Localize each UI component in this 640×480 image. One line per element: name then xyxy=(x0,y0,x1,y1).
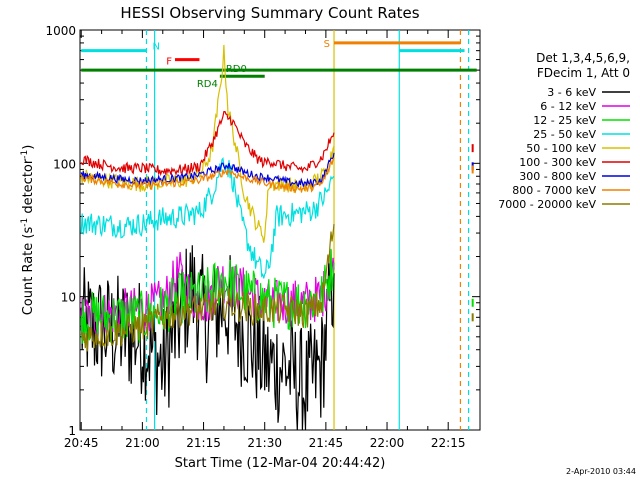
flag-label: F xyxy=(166,57,172,68)
series-line xyxy=(80,44,335,243)
legend-header-1: Det 1,3,4,5,6,9, xyxy=(536,51,630,65)
y-tick-label: 10 xyxy=(61,291,76,305)
legend-entry-label: 25 - 50 keV xyxy=(533,128,596,141)
y-axis-label-sup1: -1 xyxy=(20,218,30,227)
legend-entry-label: 3 - 6 keV xyxy=(547,86,596,99)
x-tick-label: 21:30 xyxy=(247,436,282,450)
tick-layer: 20:45 21:00 21:15 21:30 21:45 22:00 22:15 1 10 10… xyxy=(45,24,480,450)
legend-entry-label: 12 - 25 keV xyxy=(533,114,596,127)
y-axis-label-main: Count Rate (s xyxy=(21,227,36,316)
chart-title: HESSI Observing Summary Count Rates xyxy=(120,4,419,22)
y-tick-label: 1 xyxy=(68,424,76,438)
x-tick-label: 22:00 xyxy=(370,436,405,450)
legend-header-2: FDecim 1, Att 0 xyxy=(537,66,630,80)
x-tick-label: 20:45 xyxy=(64,436,99,450)
x-tick-label: 22:15 xyxy=(431,436,466,450)
legend-entry-label: 100 - 300 keV xyxy=(519,156,596,169)
legend-entry-label: 800 - 7000 keV xyxy=(512,184,596,197)
legend-entry-label: 50 - 100 keV xyxy=(526,142,596,155)
x-tick-label: 21:00 xyxy=(125,436,160,450)
y-axis-label-mid: detector xyxy=(21,158,36,218)
flag-layer: NFRD0RD4S xyxy=(81,30,477,430)
series-line xyxy=(80,248,335,344)
y-axis-label: Count Rate (s-1 detector-1) xyxy=(20,145,36,316)
flag-label: RD4 xyxy=(197,79,218,90)
y-axis-label-end: ) xyxy=(21,145,36,150)
series-line xyxy=(80,224,335,352)
x-axis-label: Start Time (12-Mar-04 20:44:42) xyxy=(175,456,386,471)
x-tick-label: 21:45 xyxy=(309,436,344,450)
series-line xyxy=(80,152,335,189)
flag-label: S xyxy=(324,39,330,50)
series-line xyxy=(80,111,335,177)
series-line xyxy=(80,157,335,194)
y-axis-label-sup2: -1 xyxy=(20,150,30,159)
x-tick-label: 21:15 xyxy=(186,436,221,450)
footer-date: 2-Apr-2010 03:44 xyxy=(566,467,636,476)
plot-frame xyxy=(79,29,481,431)
legend-entry-label: 7000 - 20000 keV xyxy=(498,198,596,211)
legend-entry-label: 6 - 12 keV xyxy=(540,100,596,113)
legend: Det 1,3,4,5,6,9, FDecim 1, Att 0 3 - 6 k… xyxy=(498,51,630,211)
series-layer xyxy=(80,44,474,431)
legend-entry-label: 300 - 800 keV xyxy=(519,170,596,183)
y-tick-label: 1000 xyxy=(45,24,76,38)
y-tick-label: 100 xyxy=(53,157,76,171)
flag-label: N xyxy=(152,42,159,53)
series-line xyxy=(80,157,335,279)
